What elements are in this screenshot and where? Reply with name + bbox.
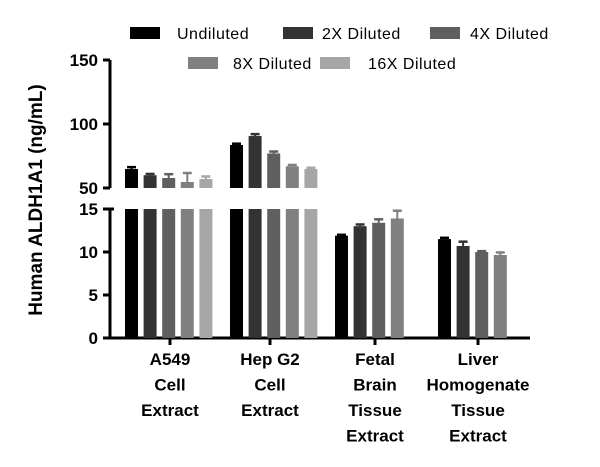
bar-lower-segment (267, 209, 281, 338)
x-tick-label-line: Extract (141, 401, 199, 420)
legend-swatch (320, 57, 350, 69)
bar-lower-segment (199, 209, 213, 338)
bar (335, 235, 348, 338)
bar-lower-segment (285, 209, 299, 338)
bar (475, 252, 489, 338)
legend-label: Undiluted (177, 26, 249, 43)
bar (390, 218, 404, 338)
x-tick-label: A549 Cell Extract (141, 350, 199, 420)
x-tick-label: Fetal Brain Tissue Extract (346, 350, 404, 446)
x-tick-label-line: Extract (241, 401, 299, 420)
bar-lower-segment (143, 209, 157, 338)
x-tick-label-line: Homogenate (427, 376, 530, 395)
x-tick-label-line: Extract (346, 427, 404, 446)
bar (456, 245, 470, 338)
bar-lower-segment (304, 209, 318, 338)
legend-label: 2X Diluted (322, 26, 401, 43)
y-tick-label: 150 (70, 51, 98, 70)
x-tick-label-line: Fetal (355, 350, 395, 369)
x-tick-label-line: Brain (353, 376, 396, 395)
x-tick-label: Liver Homogenate Tissue Extract (427, 350, 530, 446)
y-tick-label: 100 (70, 115, 98, 134)
x-tick-label-line: Tissue (451, 401, 505, 420)
legend-swatch (430, 27, 460, 39)
x-tick-label-line: Liver (458, 350, 499, 369)
y-tick-label: 50 (79, 179, 98, 198)
legend-swatch (188, 57, 218, 69)
x-tick-labels: A549 Cell Extract Hep G2 Cell Extract Fetal Bra… (141, 338, 529, 446)
bar (248, 136, 262, 188)
bar (125, 169, 138, 188)
bar (267, 153, 281, 188)
bar (230, 144, 243, 188)
legend-swatch (130, 27, 160, 39)
x-tick-label-line: Tissue (348, 401, 402, 420)
x-tick-label-line: A549 (150, 350, 191, 369)
x-tick-label-line: Cell (154, 376, 185, 395)
bar (143, 175, 157, 188)
x-tick-label-line: Cell (254, 376, 285, 395)
bar (353, 226, 367, 338)
y-tick-label: 10 (79, 243, 98, 262)
bar (493, 255, 507, 338)
bar (304, 169, 318, 188)
legend: Undiluted 2X Diluted 4X Diluted 8X Diluted 1… (130, 26, 549, 73)
bar (372, 222, 386, 338)
x-tick-label-line: Hep G2 (240, 350, 300, 369)
legend-label: 4X Diluted (470, 26, 549, 43)
bar (438, 239, 451, 338)
bar (162, 178, 176, 188)
y-tick-label: 5 (89, 286, 98, 305)
bar-lower-segment (230, 209, 243, 338)
bar (180, 181, 194, 188)
x-tick-label-line: Extract (449, 427, 507, 446)
bar-lower-segment (248, 209, 262, 338)
bars (125, 132, 507, 338)
bar-lower-segment (162, 209, 176, 338)
y-tick-label: 15 (79, 200, 98, 219)
y-tick-label: 0 (89, 329, 98, 348)
x-tick-label: Hep G2 Cell Extract (240, 350, 300, 420)
bar (285, 166, 299, 188)
bar-lower-segment (125, 209, 138, 338)
bar (199, 179, 213, 188)
legend-swatch (283, 27, 313, 39)
y-axis-label: Human ALDH1A1 (ng/mL) (26, 84, 47, 316)
bar-lower-segment (180, 209, 194, 338)
legend-label: 16X Diluted (368, 56, 456, 73)
legend-label: 8X Diluted (233, 56, 312, 73)
